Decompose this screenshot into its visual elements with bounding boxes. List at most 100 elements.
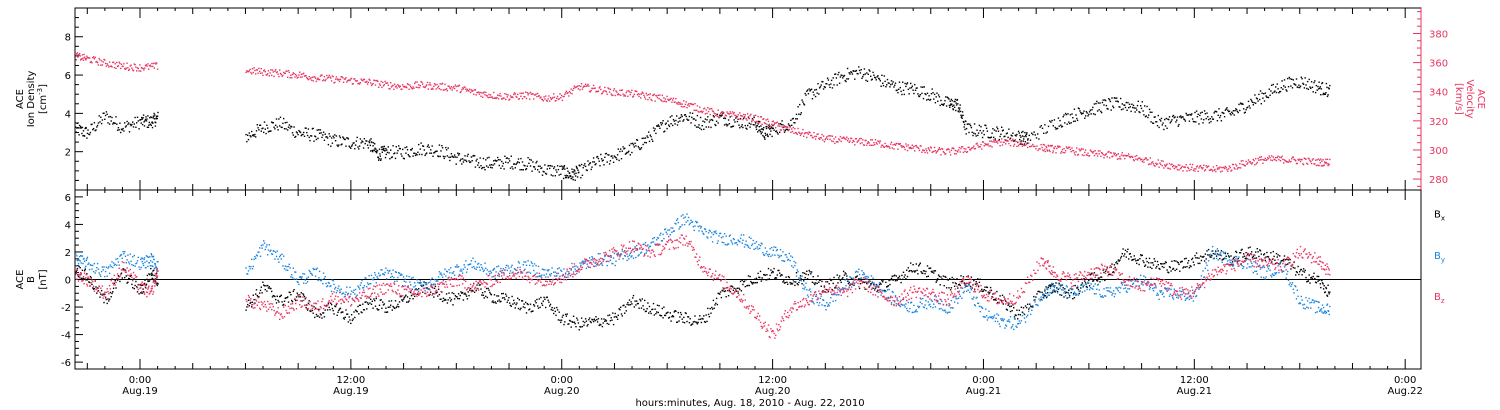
data-point <box>301 300 303 302</box>
data-point <box>525 91 527 93</box>
data-point <box>1140 105 1142 107</box>
data-point <box>252 134 254 136</box>
data-point <box>921 272 923 274</box>
data-point <box>840 74 842 76</box>
data-point <box>969 148 971 151</box>
data-point <box>426 287 428 289</box>
data-point <box>809 271 811 273</box>
data-point <box>763 136 765 138</box>
data-point <box>1095 102 1097 105</box>
data-point <box>411 88 413 90</box>
data-point <box>983 145 985 147</box>
data-point <box>537 305 539 307</box>
data-point <box>461 87 464 89</box>
data-point <box>1148 163 1151 165</box>
data-point <box>830 279 832 282</box>
data-point <box>1240 160 1242 162</box>
data-point <box>471 90 473 92</box>
data-point <box>680 105 683 108</box>
data-point <box>941 103 944 106</box>
data-point <box>340 311 342 314</box>
data-point <box>954 149 957 152</box>
data-point <box>1205 117 1207 120</box>
data-point <box>870 283 872 285</box>
data-point <box>429 293 431 296</box>
data-point <box>492 97 494 100</box>
data-point <box>345 77 347 79</box>
data-point <box>822 139 824 141</box>
data-point <box>1072 117 1074 119</box>
data-point <box>144 64 147 67</box>
data-point <box>372 145 374 147</box>
data-point <box>697 321 699 324</box>
data-point <box>703 315 705 317</box>
data-point <box>428 146 430 148</box>
data-point <box>698 111 700 113</box>
data-point <box>833 84 835 86</box>
data-point <box>1258 159 1260 161</box>
data-point <box>691 116 693 119</box>
data-point <box>909 87 911 89</box>
data-point <box>667 311 669 313</box>
data-point <box>518 161 520 164</box>
data-point <box>1124 157 1126 160</box>
data-point <box>473 89 476 91</box>
data-point <box>978 124 981 127</box>
data-point <box>309 78 311 80</box>
data-point <box>534 168 536 170</box>
data-point <box>1302 163 1304 165</box>
data-point <box>295 299 297 302</box>
data-point <box>541 167 543 169</box>
data-point <box>1171 163 1173 165</box>
data-point <box>1116 261 1118 263</box>
data-point <box>1068 121 1070 123</box>
data-point <box>1327 291 1330 293</box>
data-point <box>1156 260 1159 263</box>
data-point <box>833 276 835 279</box>
data-point <box>271 121 273 123</box>
data-point <box>568 90 571 93</box>
data-point <box>1255 102 1257 104</box>
data-point <box>1223 112 1225 115</box>
data-point <box>544 164 546 166</box>
data-point <box>865 281 867 283</box>
data-point <box>921 151 923 153</box>
data-point <box>470 156 473 158</box>
data-point <box>1254 94 1256 96</box>
data-point <box>1083 278 1085 280</box>
data-point <box>1149 157 1151 159</box>
data-point <box>500 167 502 169</box>
data-point <box>1156 121 1158 123</box>
data-point <box>1046 149 1048 151</box>
data-point <box>1092 280 1095 282</box>
data-point <box>493 301 495 304</box>
data-point <box>1103 157 1105 159</box>
data-point <box>371 149 373 152</box>
data-point <box>251 306 253 308</box>
data-point <box>791 283 794 285</box>
data-point <box>441 147 444 149</box>
data-point <box>815 135 818 138</box>
data-point <box>371 141 373 144</box>
data-point <box>84 127 86 130</box>
data-point <box>246 306 248 308</box>
data-point <box>400 153 402 155</box>
data-point <box>553 96 556 98</box>
data-point <box>485 91 487 94</box>
data-point <box>891 275 893 277</box>
data-point <box>775 130 777 133</box>
data-point <box>412 86 414 88</box>
data-point <box>399 85 401 87</box>
data-point <box>753 282 755 284</box>
data-point <box>271 74 273 77</box>
data-point <box>803 103 805 105</box>
data-point <box>1202 122 1204 124</box>
data-point <box>402 157 405 159</box>
data-point <box>477 162 480 164</box>
data-point <box>951 105 954 107</box>
data-point <box>256 69 258 71</box>
data-point <box>132 287 134 289</box>
data-point <box>1234 168 1236 170</box>
data-point <box>688 115 691 118</box>
data-point <box>739 112 741 114</box>
